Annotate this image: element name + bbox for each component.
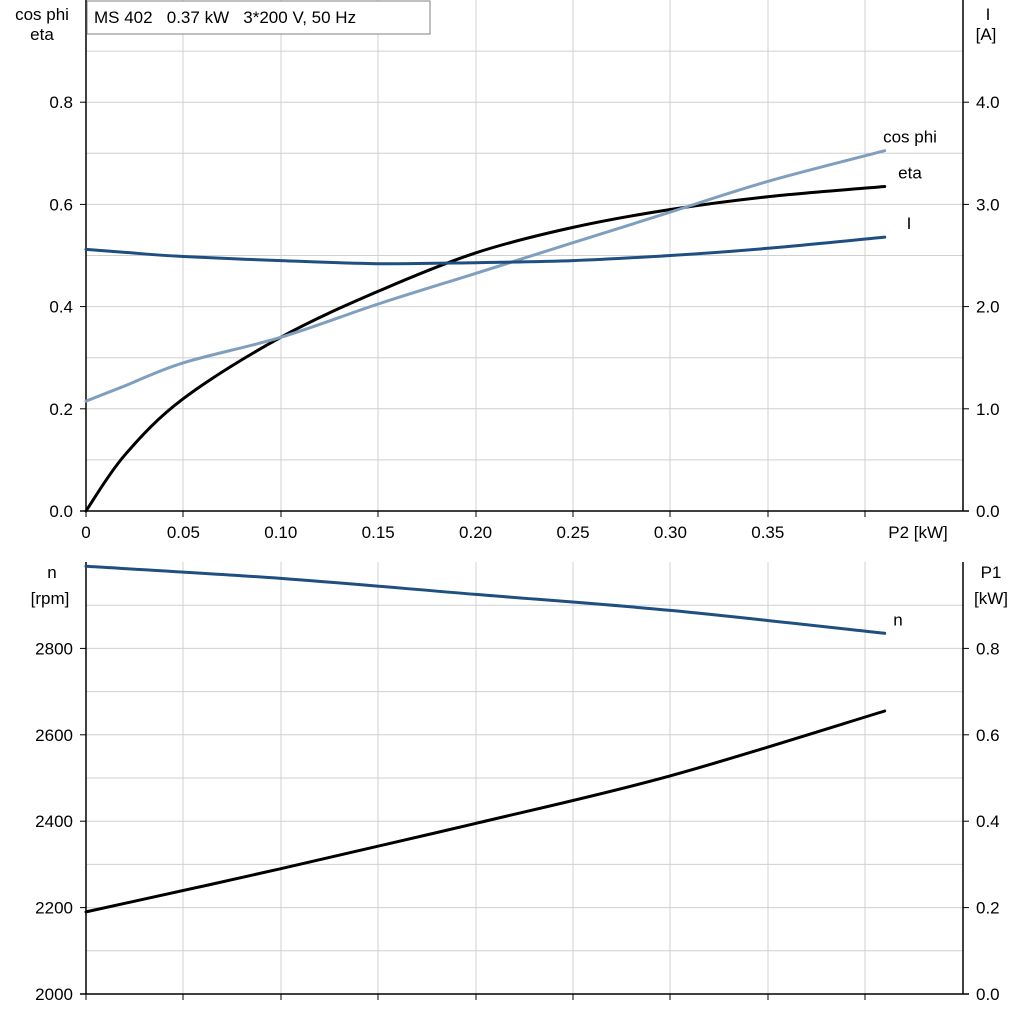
x-tick-label: 0.20 — [459, 523, 492, 542]
x-tick-label: 0.10 — [264, 523, 297, 542]
cos-phi-curve — [84, 149, 887, 403]
data-point — [84, 248, 88, 251]
data-point — [883, 149, 886, 152]
x-tick-label: 0.15 — [362, 523, 395, 542]
title-box — [86, 0, 431, 35]
data-point — [84, 910, 88, 914]
data-point — [474, 272, 477, 275]
series-label-eta: eta — [898, 164, 922, 183]
data-point — [883, 235, 886, 239]
data-point — [669, 774, 672, 777]
right-axis-title: [kW] — [974, 589, 1008, 608]
data-point — [474, 822, 477, 825]
left-tick-label: 2400 — [35, 812, 73, 831]
data-point — [669, 609, 672, 612]
right-tick-label: 0.2 — [976, 899, 1000, 918]
right-tick-label: 0.6 — [976, 726, 1000, 745]
left-tick-label: 0.2 — [49, 400, 73, 419]
right-tick-label: 0.0 — [976, 985, 1000, 1004]
right-tick-label: 4.0 — [976, 93, 1000, 112]
data-point — [123, 251, 127, 254]
right-tick-label: 1.0 — [976, 400, 1000, 419]
data-point — [474, 261, 477, 264]
left-axis-title: eta — [30, 25, 54, 44]
data-point — [279, 336, 282, 339]
data-point — [182, 361, 185, 364]
left-tick-label: 2800 — [35, 639, 73, 658]
x-tick-label: 0.35 — [751, 523, 784, 542]
left-axis-title: cos phi — [15, 5, 69, 24]
data-point — [571, 226, 575, 229]
data-point — [669, 254, 672, 257]
left-tick-label: 2000 — [35, 985, 73, 1004]
data-point — [182, 255, 185, 258]
data-point — [766, 180, 769, 183]
chart-title: MS 402 0.37 kW 3*200 V, 50 Hz — [94, 8, 356, 27]
x-tick-label: 0.30 — [654, 523, 687, 542]
data-point — [84, 565, 88, 568]
data-point — [84, 399, 88, 403]
data-point — [766, 195, 769, 198]
right-axis-title: P1 — [981, 563, 1002, 582]
data-point — [883, 632, 886, 635]
data-point — [883, 709, 886, 713]
data-point — [84, 509, 88, 513]
right-tick-label: 2.0 — [976, 298, 1000, 317]
series-label-cos-phi: cos phi — [883, 128, 937, 147]
data-point — [377, 290, 380, 293]
x-tick-label: 0.05 — [167, 523, 200, 542]
data-point — [279, 867, 282, 870]
data-point — [669, 210, 672, 214]
x-axis-label: P2 [kW] — [888, 523, 948, 542]
right-tick-label: 3.0 — [976, 195, 1000, 214]
data-point — [279, 259, 282, 262]
data-point — [766, 247, 769, 250]
left-tick-label: 2600 — [35, 726, 73, 745]
right-axis-title: I — [986, 5, 991, 24]
left-tick-label: 0.0 — [49, 502, 73, 521]
i-curve — [84, 235, 887, 266]
data-point — [571, 259, 575, 262]
left-axis-title: [rpm] — [31, 589, 70, 608]
right-tick-label: 0.4 — [976, 812, 1000, 831]
data-point — [377, 262, 380, 265]
data-point — [123, 453, 127, 456]
x-tick-label: 0 — [81, 523, 90, 542]
series-label-n: n — [893, 610, 902, 629]
n-curve — [84, 564, 887, 635]
data-point — [474, 593, 477, 596]
data-point — [669, 208, 672, 211]
left-tick-label: 0.8 — [49, 93, 73, 112]
right-tick-label: 0.0 — [976, 502, 1000, 521]
data-point — [474, 251, 477, 255]
data-point — [182, 397, 185, 400]
left-tick-label: 0.6 — [49, 195, 73, 214]
top-panel — [80, 0, 969, 517]
data-point — [123, 384, 127, 387]
data-point — [883, 185, 886, 188]
x-tick-label: 0.25 — [556, 523, 589, 542]
right-axis-title: [A] — [976, 25, 997, 44]
right-tick-label: 0.8 — [976, 639, 1000, 658]
bottom-panel — [80, 562, 969, 1000]
series-label-i: I — [907, 214, 912, 233]
p1-curve — [84, 709, 887, 914]
left-tick-label: 0.4 — [49, 298, 73, 317]
data-point — [377, 302, 380, 306]
data-point — [279, 577, 282, 580]
eta-curve — [84, 185, 887, 513]
left-axis-title: n — [47, 563, 56, 582]
left-tick-label: 2200 — [35, 899, 73, 918]
data-point — [571, 241, 575, 244]
